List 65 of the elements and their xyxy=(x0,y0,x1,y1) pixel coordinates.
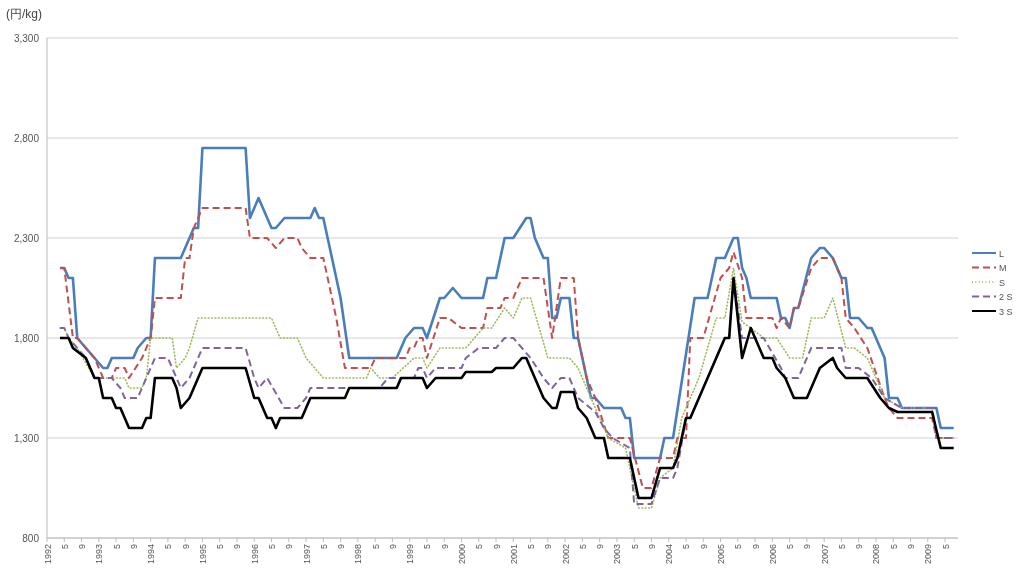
legend-label: 3 S xyxy=(999,306,1013,317)
x-tick-label: 1996 xyxy=(249,544,260,565)
x-tick-label: 9 xyxy=(128,544,139,550)
x-tick-label: 5 xyxy=(629,544,640,550)
y-tick-label: 800 xyxy=(22,532,40,544)
x-tick-label: 1997 xyxy=(301,544,312,565)
x-tick-label: 5 xyxy=(526,544,537,550)
x-tick-label: 9 xyxy=(595,544,606,550)
x-tick-label: 9 xyxy=(802,544,813,550)
x-tick-label: 5 xyxy=(577,544,588,550)
x-tick-label: 5 xyxy=(785,544,796,550)
x-tick-label: 5 xyxy=(422,544,433,550)
x-tick-label: 5 xyxy=(370,544,381,550)
x-tick-label: 2008 xyxy=(871,544,882,565)
x-tick-label: 2001 xyxy=(508,544,519,565)
legend-label: 2 S xyxy=(999,292,1013,302)
x-tick-label: 5 xyxy=(733,544,744,550)
x-tick-label: 2005 xyxy=(716,544,727,565)
x-tick-label: 9 xyxy=(698,544,709,550)
x-tick-label: 1992 xyxy=(42,544,53,565)
x-tick-label: 2000 xyxy=(456,544,467,565)
x-tick-label: 9 xyxy=(646,544,657,550)
x-tick-label: 5 xyxy=(940,544,951,550)
x-tick-label: 1999 xyxy=(405,544,416,565)
y-tick-label: 1,300 xyxy=(13,432,40,444)
x-tick-label: 9 xyxy=(543,544,554,550)
x-tick-label: 5 xyxy=(836,544,847,550)
x-tick-label: 5 xyxy=(888,544,899,550)
x-tick-label: 2002 xyxy=(560,544,571,565)
x-tick-label: 9 xyxy=(854,544,865,550)
x-tick-label: 5 xyxy=(163,544,174,550)
legend-label: L xyxy=(999,248,1005,259)
x-tick-label: 5 xyxy=(59,544,70,550)
y-tick-label: 1,800 xyxy=(13,332,40,344)
x-tick-label: 9 xyxy=(77,544,88,550)
x-tick-label: 9 xyxy=(439,544,450,550)
legend-label: S xyxy=(999,277,1006,288)
x-tick-label: 5 xyxy=(318,544,329,550)
x-tick-label: 9 xyxy=(491,544,502,550)
y-tick-label: 2,300 xyxy=(13,232,40,244)
x-tick-label: 1995 xyxy=(197,544,208,565)
y-axis-title: (円/kg) xyxy=(6,7,42,21)
x-tick-label: 2007 xyxy=(819,544,830,565)
x-tick-label: 9 xyxy=(180,544,191,550)
x-tick-label: 1994 xyxy=(146,544,157,565)
x-tick-label: 5 xyxy=(681,544,692,550)
x-tick-label: 9 xyxy=(232,544,243,550)
x-tick-label: 9 xyxy=(750,544,761,550)
x-tick-label: 2004 xyxy=(664,544,675,565)
x-tick-label: 5 xyxy=(111,544,122,550)
x-tick-label: 9 xyxy=(336,544,347,550)
x-tick-label: 9 xyxy=(906,544,917,550)
x-tick-label: 2006 xyxy=(767,544,778,565)
x-tick-label: 5 xyxy=(474,544,485,550)
x-tick-label: 9 xyxy=(387,544,398,550)
y-tick-label: 3,300 xyxy=(13,32,40,44)
x-tick-label: 5 xyxy=(215,544,226,550)
x-tick-label: 5 xyxy=(267,544,278,550)
x-tick-label: 1998 xyxy=(353,544,364,565)
x-tick-label: 9 xyxy=(284,544,295,550)
x-tick-label: 2009 xyxy=(923,544,934,565)
legend-label: M xyxy=(999,263,1007,273)
y-tick-label: 2,800 xyxy=(13,132,40,144)
x-tick-label: 2003 xyxy=(612,544,623,565)
x-tick-label: 1993 xyxy=(94,544,105,565)
